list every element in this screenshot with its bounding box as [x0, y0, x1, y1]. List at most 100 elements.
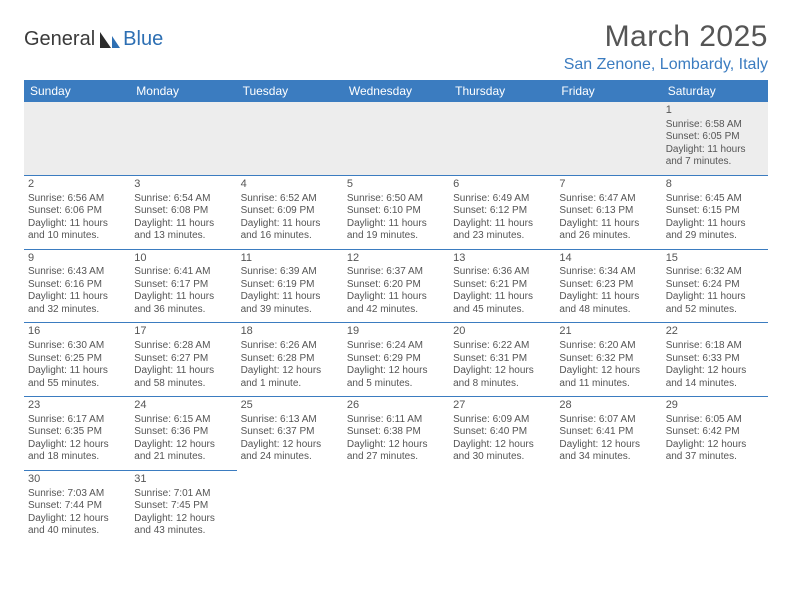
day-detail-line: Sunset: 6:33 PM [666, 353, 764, 366]
day-detail-line: Sunset: 6:32 PM [559, 353, 657, 366]
calendar-day: 7Sunrise: 6:47 AMSunset: 6:13 PMDaylight… [555, 175, 661, 249]
weekday-header: Wednesday [343, 80, 449, 102]
location-label: San Zenone, Lombardy, Italy [564, 56, 768, 74]
calendar-week: 30Sunrise: 7:03 AMSunset: 7:44 PMDayligh… [24, 470, 768, 543]
calendar-empty [343, 102, 449, 175]
day-number: 6 [453, 178, 551, 192]
day-detail-line: Sunset: 6:38 PM [347, 426, 445, 439]
day-detail-line: Sunset: 6:37 PM [241, 426, 339, 439]
calendar-day: 13Sunrise: 6:36 AMSunset: 6:21 PMDayligh… [449, 249, 555, 323]
day-number: 1 [666, 104, 764, 118]
day-detail-line: Sunrise: 6:47 AM [559, 193, 657, 206]
calendar-day: 18Sunrise: 6:26 AMSunset: 6:28 PMDayligh… [237, 323, 343, 397]
day-detail-line: Daylight: 12 hours [241, 439, 339, 452]
day-detail-line: Daylight: 11 hours [241, 291, 339, 304]
day-detail-line: Daylight: 12 hours [28, 513, 126, 526]
day-detail-line: Sunrise: 7:03 AM [28, 488, 126, 501]
day-detail-line: Sunrise: 6:49 AM [453, 193, 551, 206]
brand-logo: General Blue [24, 28, 163, 51]
day-detail-line: Sunset: 6:15 PM [666, 205, 764, 218]
day-detail-line: Daylight: 12 hours [134, 439, 232, 452]
calendar-day: 11Sunrise: 6:39 AMSunset: 6:19 PMDayligh… [237, 249, 343, 323]
calendar-day: 20Sunrise: 6:22 AMSunset: 6:31 PMDayligh… [449, 323, 555, 397]
day-number: 26 [347, 399, 445, 413]
day-detail-line: Sunrise: 6:30 AM [28, 340, 126, 353]
day-detail-line: Daylight: 12 hours [134, 513, 232, 526]
day-detail-line: Sunset: 6:28 PM [241, 353, 339, 366]
calendar-day: 31Sunrise: 7:01 AMSunset: 7:45 PMDayligh… [130, 470, 236, 543]
day-detail-line: Daylight: 12 hours [241, 365, 339, 378]
calendar-day: 17Sunrise: 6:28 AMSunset: 6:27 PMDayligh… [130, 323, 236, 397]
day-detail-line: Sunrise: 6:56 AM [28, 193, 126, 206]
day-detail-line: Sunset: 6:35 PM [28, 426, 126, 439]
calendar-day: 29Sunrise: 6:05 AMSunset: 6:42 PMDayligh… [662, 397, 768, 471]
day-detail-line: Sunset: 6:31 PM [453, 353, 551, 366]
calendar-week: 16Sunrise: 6:30 AMSunset: 6:25 PMDayligh… [24, 323, 768, 397]
day-detail-line: and 42 minutes. [347, 304, 445, 317]
day-detail-line: and 10 minutes. [28, 230, 126, 243]
day-detail-line: Daylight: 12 hours [453, 365, 551, 378]
day-detail-line: Sunset: 6:09 PM [241, 205, 339, 218]
day-detail-line: Sunset: 6:42 PM [666, 426, 764, 439]
weekday-header: Friday [555, 80, 661, 102]
day-detail-line: Daylight: 12 hours [559, 439, 657, 452]
day-detail-line: Daylight: 11 hours [134, 365, 232, 378]
calendar-day: 9Sunrise: 6:43 AMSunset: 6:16 PMDaylight… [24, 249, 130, 323]
calendar-day: 5Sunrise: 6:50 AMSunset: 6:10 PMDaylight… [343, 175, 449, 249]
calendar-day: 2Sunrise: 6:56 AMSunset: 6:06 PMDaylight… [24, 175, 130, 249]
day-number: 12 [347, 252, 445, 266]
day-detail-line: and 13 minutes. [134, 230, 232, 243]
calendar-day: 8Sunrise: 6:45 AMSunset: 6:15 PMDaylight… [662, 175, 768, 249]
day-detail-line: and 26 minutes. [559, 230, 657, 243]
day-detail-line: Sunrise: 6:11 AM [347, 414, 445, 427]
day-detail-line: and 32 minutes. [28, 304, 126, 317]
day-detail-line: and 43 minutes. [134, 525, 232, 538]
day-number: 19 [347, 325, 445, 339]
day-detail-line: Sunset: 6:06 PM [28, 205, 126, 218]
day-detail-line: Sunrise: 6:07 AM [559, 414, 657, 427]
day-detail-line: Sunrise: 6:52 AM [241, 193, 339, 206]
day-detail-line: Daylight: 12 hours [347, 365, 445, 378]
day-detail-line: Sunset: 6:41 PM [559, 426, 657, 439]
calendar-day: 30Sunrise: 7:03 AMSunset: 7:44 PMDayligh… [24, 470, 130, 543]
day-detail-line: and 8 minutes. [453, 378, 551, 391]
calendar-day: 1Sunrise: 6:58 AMSunset: 6:05 PMDaylight… [662, 102, 768, 175]
day-number: 28 [559, 399, 657, 413]
header-row: General Blue March 2025 San Zenone, Lomb… [24, 20, 768, 74]
day-detail-line: Sunrise: 6:32 AM [666, 266, 764, 279]
day-detail-line: Sunset: 7:44 PM [28, 500, 126, 513]
day-number: 9 [28, 252, 126, 266]
day-detail-line: and 45 minutes. [453, 304, 551, 317]
day-detail-line: and 30 minutes. [453, 451, 551, 464]
day-detail-line: Sunset: 6:27 PM [134, 353, 232, 366]
day-detail-line: Sunset: 6:19 PM [241, 279, 339, 292]
day-number: 14 [559, 252, 657, 266]
calendar-empty [237, 470, 343, 543]
day-detail-line: Daylight: 12 hours [28, 439, 126, 452]
day-detail-line: Sunrise: 6:39 AM [241, 266, 339, 279]
day-detail-line: Sunrise: 6:22 AM [453, 340, 551, 353]
day-detail-line: Sunrise: 6:54 AM [134, 193, 232, 206]
day-detail-line: and 27 minutes. [347, 451, 445, 464]
day-detail-line: Sunrise: 6:20 AM [559, 340, 657, 353]
weekday-header: Tuesday [237, 80, 343, 102]
day-detail-line: and 40 minutes. [28, 525, 126, 538]
day-detail-line: Daylight: 11 hours [559, 218, 657, 231]
day-detail-line: Daylight: 11 hours [347, 291, 445, 304]
day-detail-line: Sunrise: 6:17 AM [28, 414, 126, 427]
day-detail-line: and 1 minute. [241, 378, 339, 391]
day-detail-line: Sunrise: 6:18 AM [666, 340, 764, 353]
day-number: 24 [134, 399, 232, 413]
day-detail-line: and 18 minutes. [28, 451, 126, 464]
calendar-day: 6Sunrise: 6:49 AMSunset: 6:12 PMDaylight… [449, 175, 555, 249]
day-detail-line: Daylight: 12 hours [453, 439, 551, 452]
calendar-table: SundayMondayTuesdayWednesdayThursdayFrid… [24, 80, 768, 544]
calendar-empty [449, 102, 555, 175]
day-detail-line: and 16 minutes. [241, 230, 339, 243]
day-detail-line: Sunrise: 6:41 AM [134, 266, 232, 279]
weekday-row: SundayMondayTuesdayWednesdayThursdayFrid… [24, 80, 768, 102]
brand-part2: Blue [123, 28, 163, 51]
day-detail-line: Sunset: 6:17 PM [134, 279, 232, 292]
day-detail-line: and 39 minutes. [241, 304, 339, 317]
calendar-day: 10Sunrise: 6:41 AMSunset: 6:17 PMDayligh… [130, 249, 236, 323]
